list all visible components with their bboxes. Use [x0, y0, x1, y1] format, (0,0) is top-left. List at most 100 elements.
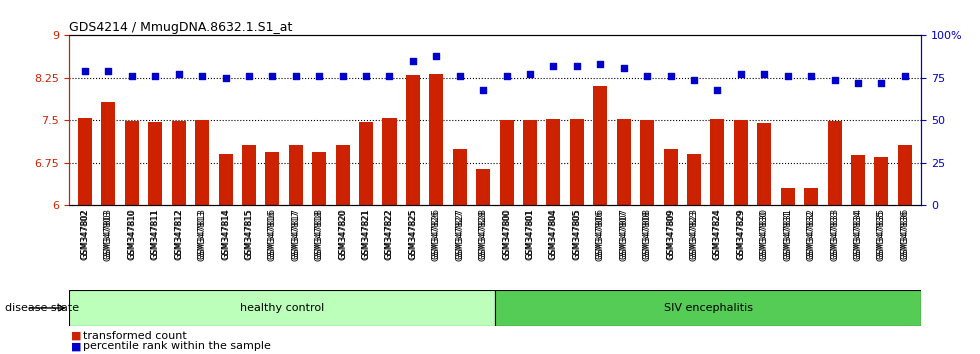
Text: disease state: disease state: [5, 303, 79, 313]
Point: [312, 73, 327, 79]
Bar: [804, 188, 818, 205]
Bar: [687, 154, 701, 205]
Text: healthy control: healthy control: [240, 303, 323, 313]
Bar: [640, 120, 655, 205]
Bar: [734, 120, 748, 205]
Bar: [266, 152, 279, 205]
Point: [757, 72, 772, 77]
Point: [124, 73, 140, 79]
Bar: [335, 145, 350, 205]
Text: GSM347804: GSM347804: [549, 210, 558, 261]
Point: [147, 73, 163, 79]
Point: [288, 73, 304, 79]
Text: GSM347811: GSM347811: [151, 210, 160, 261]
Point: [569, 63, 585, 69]
Bar: [523, 120, 537, 205]
Bar: [495, 290, 921, 326]
Text: GSM347816: GSM347816: [268, 210, 277, 261]
Text: GSM347820: GSM347820: [338, 210, 347, 261]
Point: [686, 77, 702, 82]
Point: [475, 87, 491, 93]
Point: [804, 73, 819, 79]
Point: [405, 58, 420, 64]
Text: GSM347810: GSM347810: [127, 210, 136, 261]
Bar: [172, 121, 186, 205]
Point: [499, 73, 514, 79]
Bar: [289, 145, 303, 205]
Text: GSM347818: GSM347818: [315, 210, 323, 261]
Bar: [382, 118, 397, 205]
Point: [710, 87, 725, 93]
Text: GSM347807: GSM347807: [619, 210, 628, 261]
Bar: [69, 290, 495, 326]
Text: GSM347830: GSM347830: [760, 210, 768, 261]
Bar: [500, 120, 514, 205]
Text: GSM347805: GSM347805: [572, 210, 581, 261]
Text: GSM347801: GSM347801: [525, 210, 534, 261]
Point: [522, 72, 538, 77]
Bar: [569, 119, 584, 205]
Text: transformed count: transformed count: [83, 331, 187, 341]
Text: SIV encephalitis: SIV encephalitis: [663, 303, 753, 313]
Point: [335, 73, 351, 79]
Text: GSM347808: GSM347808: [643, 210, 652, 261]
Bar: [78, 118, 92, 205]
Text: GSM347827: GSM347827: [456, 210, 465, 261]
Point: [639, 73, 655, 79]
Point: [452, 73, 467, 79]
Point: [827, 77, 843, 82]
Point: [218, 75, 233, 81]
Bar: [453, 149, 466, 205]
Point: [850, 80, 865, 86]
Point: [546, 63, 562, 69]
Text: GSM347834: GSM347834: [854, 210, 862, 261]
Bar: [406, 75, 420, 205]
Bar: [195, 120, 209, 205]
Text: GSM347833: GSM347833: [830, 210, 839, 261]
Text: GSM347835: GSM347835: [877, 210, 886, 261]
Point: [662, 73, 678, 79]
Bar: [663, 149, 677, 205]
Text: GSM347800: GSM347800: [502, 210, 512, 261]
Bar: [547, 119, 561, 205]
Text: GSM347822: GSM347822: [385, 210, 394, 261]
Point: [241, 73, 257, 79]
Point: [101, 68, 117, 74]
Text: GSM347813: GSM347813: [198, 210, 207, 261]
Bar: [593, 86, 608, 205]
Text: GSM347831: GSM347831: [783, 210, 792, 261]
Bar: [219, 154, 232, 205]
Point: [265, 73, 280, 79]
Bar: [148, 122, 163, 205]
Point: [171, 72, 186, 77]
Point: [381, 73, 397, 79]
Point: [194, 73, 210, 79]
Text: GSM347821: GSM347821: [362, 210, 370, 261]
Text: ■: ■: [71, 331, 81, 341]
Text: GSM347823: GSM347823: [690, 210, 699, 261]
Text: percentile rank within the sample: percentile rank within the sample: [83, 341, 271, 351]
Point: [359, 73, 374, 79]
Bar: [616, 119, 631, 205]
Bar: [124, 121, 139, 205]
Bar: [851, 155, 865, 205]
Text: GSM347829: GSM347829: [736, 210, 746, 261]
Text: GSM347825: GSM347825: [409, 210, 417, 261]
Text: GSM347814: GSM347814: [221, 210, 230, 261]
Point: [873, 80, 889, 86]
Text: GSM347812: GSM347812: [174, 210, 183, 261]
Text: GSM347824: GSM347824: [712, 210, 722, 261]
Text: GSM347815: GSM347815: [244, 210, 254, 261]
Text: GSM347803: GSM347803: [104, 210, 113, 261]
Bar: [359, 122, 373, 205]
Text: GSM347832: GSM347832: [807, 210, 815, 261]
Bar: [710, 119, 724, 205]
Point: [615, 65, 631, 70]
Bar: [898, 145, 911, 205]
Bar: [781, 188, 795, 205]
Point: [77, 68, 93, 74]
Point: [733, 72, 749, 77]
Text: GSM347809: GSM347809: [666, 210, 675, 261]
Point: [593, 62, 609, 67]
Bar: [242, 145, 256, 205]
